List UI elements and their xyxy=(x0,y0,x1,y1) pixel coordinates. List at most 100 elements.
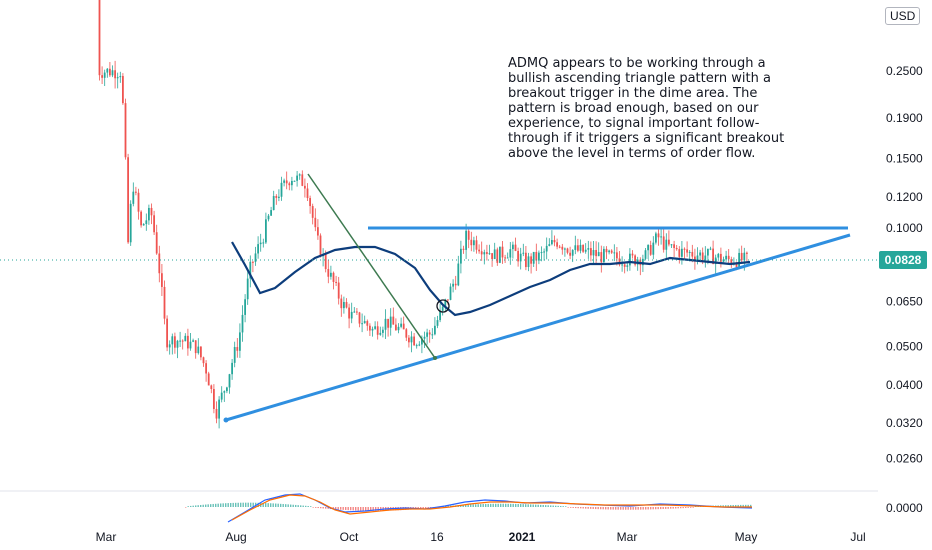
macd-histogram-bar xyxy=(687,507,689,508)
candle-body xyxy=(740,252,743,261)
macd-histogram-bar xyxy=(492,503,494,507)
macd-histogram-bar xyxy=(247,502,249,507)
candle-body xyxy=(181,340,184,342)
candle-body xyxy=(691,251,694,257)
macd-histogram-bar xyxy=(210,504,212,507)
macd-histogram-bar xyxy=(237,502,239,507)
macd-histogram-bar xyxy=(315,507,317,508)
macd-histogram-bar xyxy=(577,507,579,509)
candle-body xyxy=(569,252,571,256)
candle-body xyxy=(244,299,246,315)
macd-histogram-bar xyxy=(207,504,209,507)
candle-body xyxy=(421,338,423,345)
candle-body xyxy=(590,248,592,256)
candle-body xyxy=(662,236,665,250)
macd-histogram-bar xyxy=(312,507,314,508)
macd-histogram-bar xyxy=(722,505,724,507)
macd-histogram-bar xyxy=(292,504,294,507)
macd-histogram-bar xyxy=(225,503,227,507)
macd-histogram-bar xyxy=(537,504,539,507)
candle-body xyxy=(413,336,415,346)
candle-body xyxy=(545,245,548,252)
macd-histogram-bar xyxy=(462,504,464,507)
candle-body xyxy=(350,311,353,319)
macd-histogram-bar xyxy=(565,506,567,507)
currency-selector[interactable]: USD xyxy=(885,7,921,25)
macd-histogram-bar xyxy=(190,505,192,507)
macd-histogram-bar xyxy=(635,507,637,510)
macd-histogram-bar xyxy=(595,507,597,510)
candle-body xyxy=(309,198,311,207)
candle-body xyxy=(98,0,101,76)
candle-body xyxy=(595,250,597,257)
macd-histogram-bar xyxy=(487,503,489,507)
candle-body xyxy=(701,252,704,260)
candle-body xyxy=(540,252,543,254)
candle-body xyxy=(548,244,551,246)
candle-body xyxy=(135,191,137,193)
candle-body xyxy=(522,252,525,254)
candle-body xyxy=(564,248,566,250)
candle-body xyxy=(678,249,681,257)
candle-body xyxy=(262,242,265,244)
candle-body xyxy=(291,180,293,186)
macd-histogram-bar xyxy=(425,507,427,509)
macd-histogram-bar xyxy=(320,507,322,509)
candle-body xyxy=(280,182,283,197)
candle-body xyxy=(558,246,561,248)
candle-body xyxy=(293,180,296,182)
macd-histogram-bar xyxy=(557,505,559,507)
macd-histogram-bar xyxy=(300,505,302,507)
macd-histogram-bar xyxy=(265,503,267,507)
macd-histogram-bar xyxy=(640,507,642,510)
candle-body xyxy=(530,256,532,264)
macd-histogram-bar xyxy=(637,507,639,510)
price-tick-label: 0.2500 xyxy=(886,64,923,78)
time-tick-label: Mar xyxy=(617,530,638,544)
candle-body xyxy=(374,326,376,329)
candle-body xyxy=(478,249,480,252)
candle-body xyxy=(197,346,200,354)
macd-histogram-bar xyxy=(590,507,592,509)
macd-histogram-bar xyxy=(567,507,569,508)
candle-body xyxy=(525,252,527,268)
candle-body xyxy=(543,251,545,253)
macd-histogram-bar xyxy=(317,507,319,509)
candle-body xyxy=(600,252,603,263)
macd-histogram-bar xyxy=(337,507,339,510)
candle-body xyxy=(111,70,114,76)
macd-histogram-bar xyxy=(732,505,734,507)
macd-histogram-bar xyxy=(302,505,304,507)
macd-histogram-bar xyxy=(630,507,632,510)
price-tick-label: 0.1000 xyxy=(886,221,923,235)
candle-body xyxy=(574,245,577,250)
macd-histogram-bar xyxy=(355,507,357,511)
macd-histogram-bar xyxy=(305,505,307,507)
candle-body xyxy=(340,298,343,309)
candle-body xyxy=(285,180,288,184)
candle-body xyxy=(202,357,205,364)
candle-body xyxy=(304,185,306,189)
macd-histogram-bar xyxy=(327,507,329,509)
candle-body xyxy=(327,269,330,277)
macd-histogram-bar xyxy=(587,507,589,509)
candle-body xyxy=(509,249,512,258)
price-tick-label: 0.0500 xyxy=(886,340,923,354)
candle-body xyxy=(439,310,441,321)
chart-annotation: ADMQ appears to be working through a bul… xyxy=(508,56,785,161)
candle-body xyxy=(345,302,348,308)
macd-histogram-bar xyxy=(362,507,364,511)
macd-histogram-bar xyxy=(667,507,669,509)
macd-histogram-bar xyxy=(572,507,574,508)
candle-body xyxy=(288,183,291,186)
candle-body xyxy=(140,211,142,226)
candle-body xyxy=(657,233,660,238)
candle-body xyxy=(179,340,181,342)
macd-histogram-bar xyxy=(345,507,347,511)
macd-histogram-bar xyxy=(490,503,492,507)
price-tick-label: 0.0650 xyxy=(886,295,923,309)
candle-body xyxy=(301,174,304,186)
time-tick-label: Oct xyxy=(340,530,359,544)
macd-histogram-bar xyxy=(647,507,649,510)
